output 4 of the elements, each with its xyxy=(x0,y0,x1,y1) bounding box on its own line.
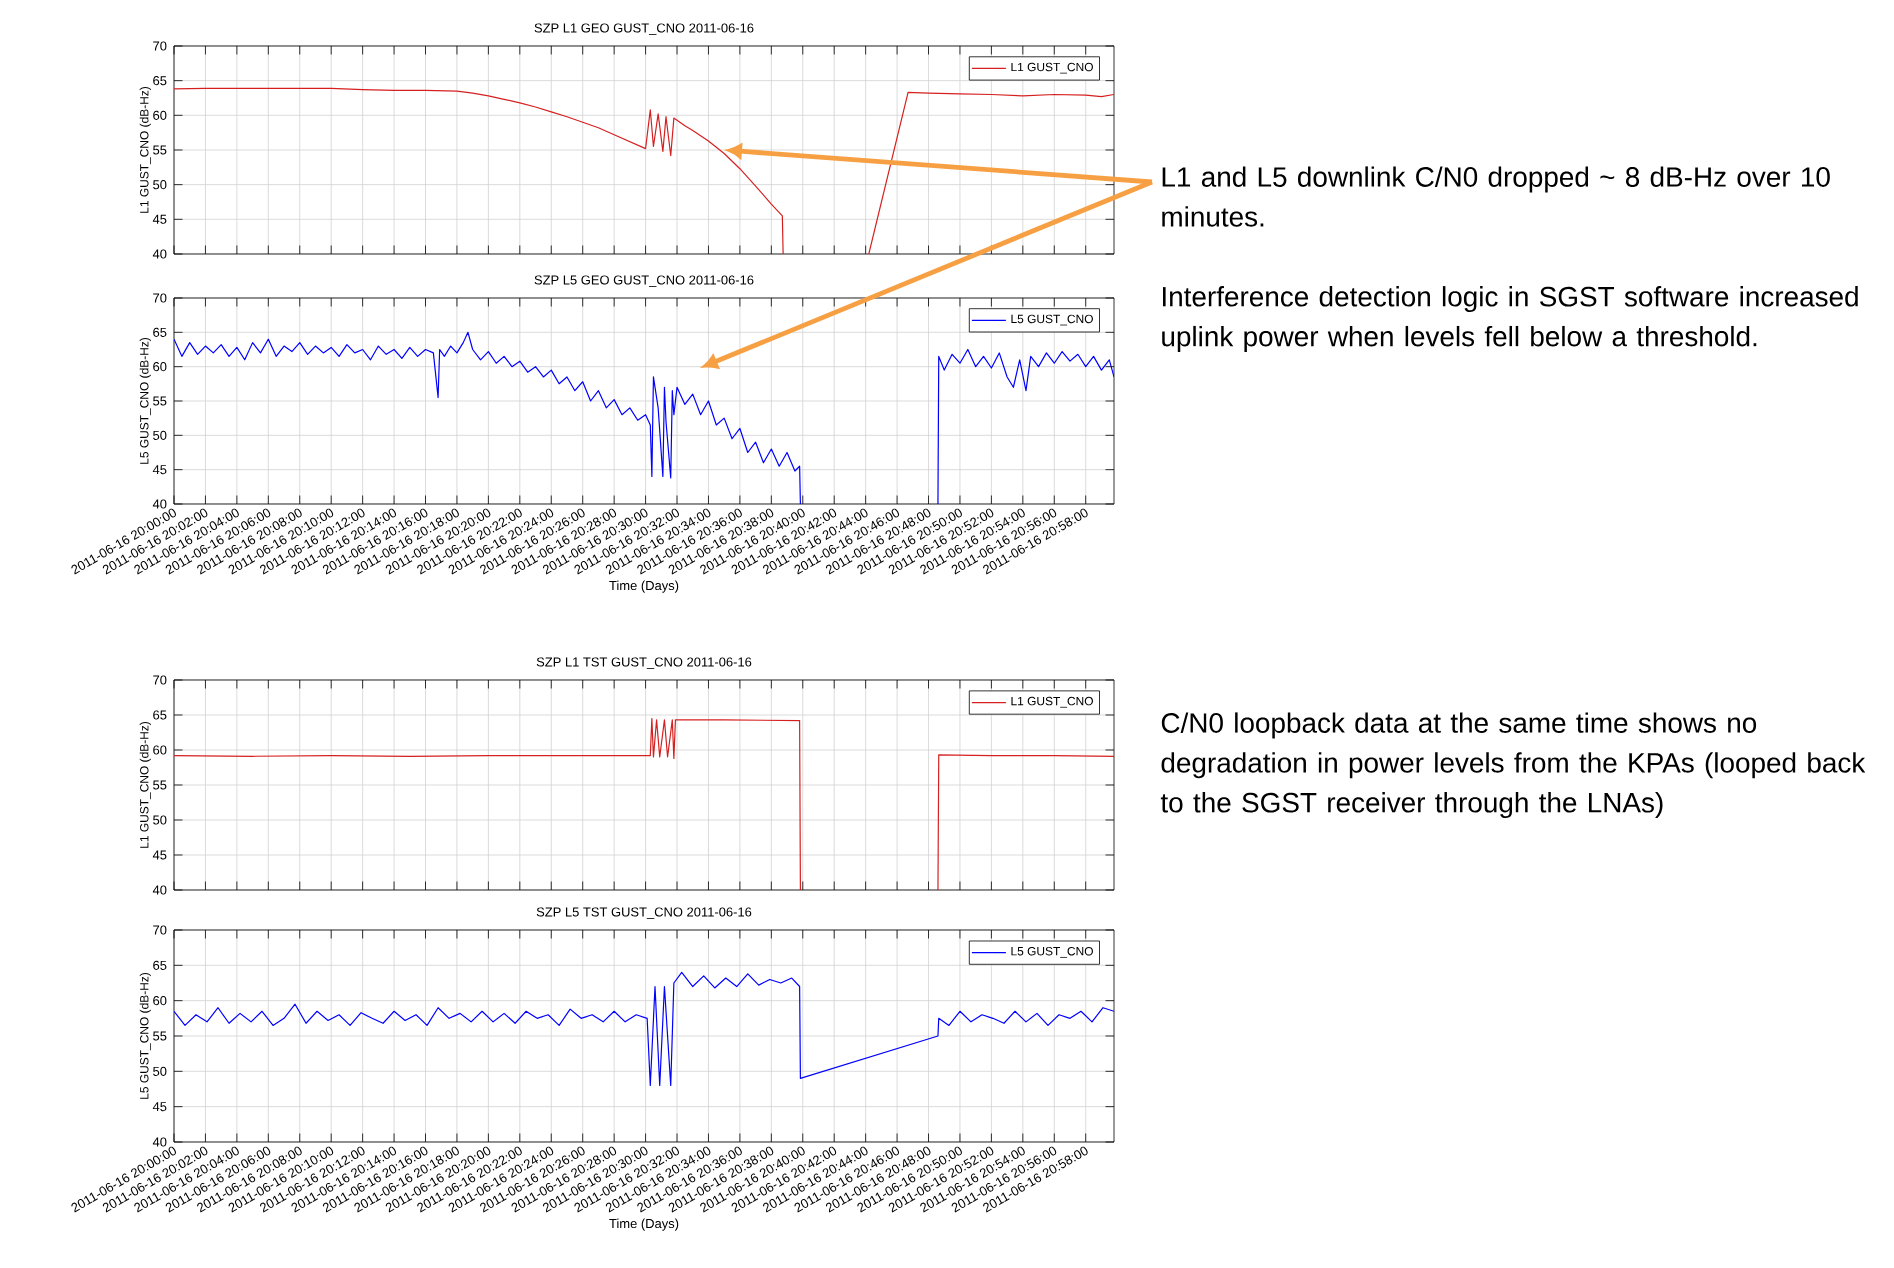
text: L1 and L5 downlink C/N0 dropped ~ 8 dB-Hz over 10 minutes. xyxy=(1162,166,1830,227)
text: Interference detection logic in SGST software increased uplink power when levels fell below a threshold. xyxy=(1162,286,1858,352)
text: C/N0 loopback data at the same time shows no degradation in power levels from the KPAs (looped back to the SGST receiver through the LNAs) xyxy=(1160,712,1866,819)
line-series xyxy=(174,971,1115,1087)
